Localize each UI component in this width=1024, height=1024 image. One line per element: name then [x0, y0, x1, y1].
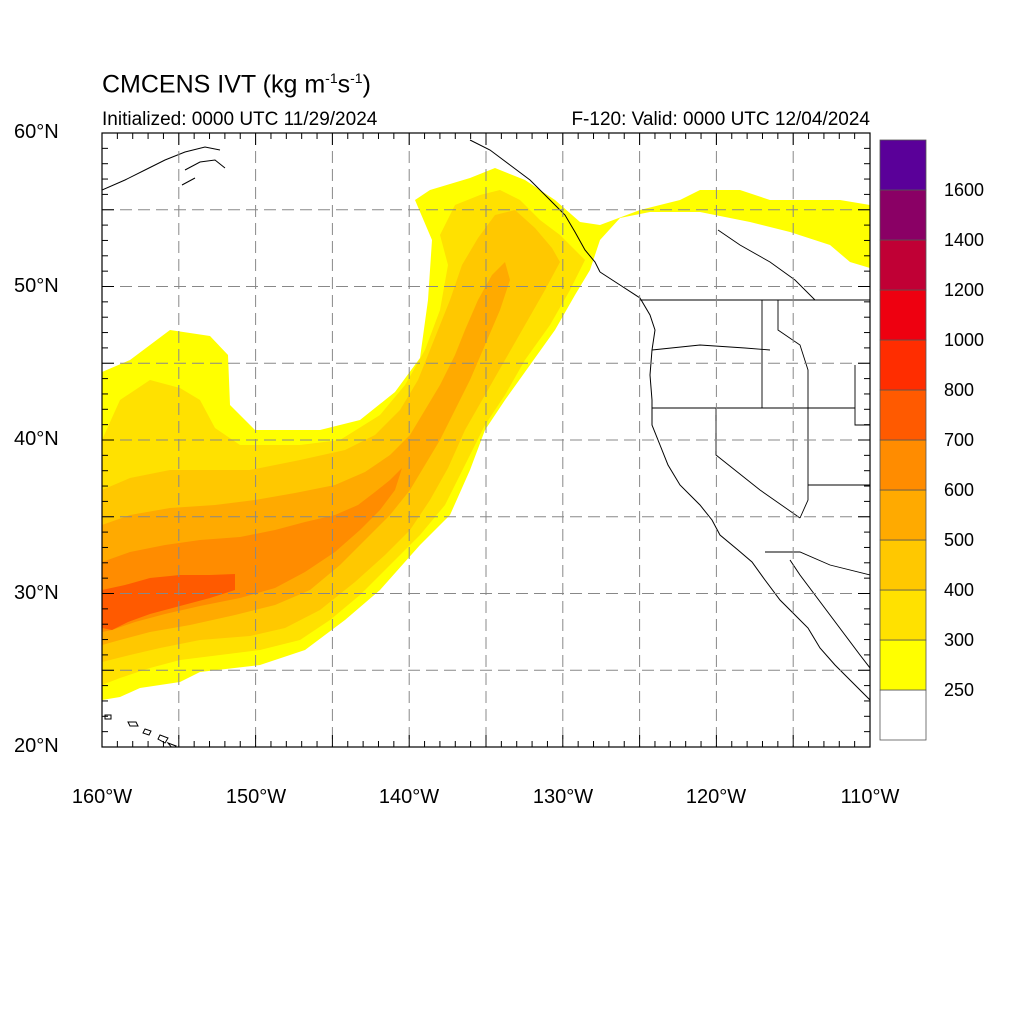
- colorbar-swatch: [879, 489, 927, 541]
- border-wa-or: [651, 344, 771, 351]
- state-borders: [640, 229, 870, 576]
- colorbar-label: 250: [944, 680, 975, 700]
- axis-ticks: [101, 132, 871, 748]
- alaska-coast: [102, 139, 601, 273]
- colorbar-label: 800: [944, 380, 975, 400]
- colorbar-swatch: [879, 189, 927, 241]
- colorbar-label: 1000: [944, 330, 985, 350]
- hawaii-islands: [104, 714, 177, 747]
- colorbar: [879, 139, 927, 741]
- lon-label-120w: 120°W: [685, 786, 747, 808]
- colorbar-label: 600: [944, 480, 975, 500]
- colorbar-label: 1200: [944, 280, 985, 300]
- colorbar-swatch: [879, 589, 927, 641]
- graticule: [102, 133, 870, 747]
- lat-label-50: 50°N: [14, 275, 59, 297]
- map-title: CMCENS IVT (kg m-1s-1): [102, 70, 371, 99]
- border-ca-nv: [715, 408, 801, 519]
- colorbar-label: 1600: [944, 180, 985, 200]
- lon-label-150w: 150°W: [225, 786, 287, 808]
- valid-time-label: F-120: Valid: 0000 UTC 12/04/2024: [571, 109, 870, 130]
- ivt-shading: [102, 168, 870, 700]
- lon-label-130w: 130°W: [532, 786, 594, 808]
- colorbar-swatch: [879, 239, 927, 291]
- colorbar-swatch: [879, 389, 927, 441]
- initialized-label: Initialized: 0000 UTC 11/29/2024: [102, 109, 378, 130]
- colorbar-label: 700: [944, 430, 975, 450]
- colorbar-swatch: [879, 639, 927, 691]
- border-nv-ut-az: [799, 365, 870, 519]
- colorbar-label: 1400: [944, 230, 985, 250]
- lat-label-60: 60°N: [14, 121, 59, 143]
- lon-label-160w: 160°W: [71, 786, 133, 808]
- lon-label-110w: 110°W: [840, 786, 900, 808]
- colorbar-label: 400: [944, 580, 975, 600]
- coastlines: [102, 139, 870, 747]
- border-us-mexico: [765, 551, 870, 576]
- lat-label-20: 20°N: [14, 735, 59, 757]
- colorbar-label: 300: [944, 630, 975, 650]
- colorbar-swatch: [879, 439, 927, 491]
- colorbar-swatch: [879, 139, 927, 191]
- colorbar-swatch: [879, 339, 927, 391]
- border-id: [761, 300, 809, 408]
- baja-gulf: [789, 559, 870, 669]
- ivt-band-700: [102, 574, 235, 630]
- west-coast: [599, 271, 870, 701]
- colorbar-swatch: [879, 289, 927, 341]
- lon-label-140w: 140°W: [378, 786, 440, 808]
- colorbar-swatch: [879, 689, 927, 741]
- lat-label-30: 30°N: [14, 582, 59, 604]
- canada-interior: [717, 229, 816, 301]
- colorbar-swatch: [879, 539, 927, 591]
- lat-label-40: 40°N: [14, 428, 59, 450]
- colorbar-label: 500: [944, 530, 975, 550]
